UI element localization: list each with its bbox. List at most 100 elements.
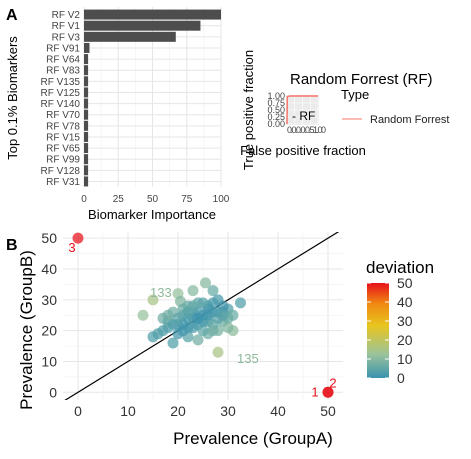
scatter-point-label: 3 [68,240,75,255]
scatter-point [217,309,229,321]
bar [84,165,89,176]
bar-category-label: RF V65 [46,144,80,155]
roc-legend-entry: Random Forrest [370,114,449,126]
bar [84,143,89,154]
scatter-x-tick-label: 20 [170,403,186,419]
roc-panel: Random Forrest (RF) Type Random Forrest … [240,50,449,170]
bar-x-tick-label: 0 [81,194,87,205]
roc-legend-title: Type [341,87,369,102]
bar-chart-x-ticks: 0 25 50 75 100 [81,194,230,205]
bar-chart-x-title: Biomarker Importance [88,207,216,222]
bar-category-label: RF V91 [46,43,80,54]
scatter-point [162,309,174,321]
scatter-x-title: Prevalence (GroupA) [173,429,333,448]
bar [84,176,89,187]
scatter-point [147,294,159,306]
scatter-point [207,297,219,309]
scatter-y-title: Prevalence (GroupB) [17,250,36,410]
scatter-point [212,346,224,358]
roc-x-title: False positive fraction [240,143,366,158]
colorbar-tick-label: 40 [397,294,413,310]
bar-chart-bars [84,9,221,187]
colorbar-tick-label: 30 [397,313,413,329]
bar-category-label: RF V140 [41,99,81,110]
scatter-y-tick-label: 0 [49,384,57,400]
bar [84,98,89,109]
roc-y-tick-label: 0.50 [267,105,285,115]
scatter-x-tick-label: 50 [320,403,336,419]
bar [84,131,89,142]
scatter-point [192,334,204,346]
scatter-y-ticks: 0 10 20 30 40 50 [41,230,57,400]
panel-label-b: B [6,237,18,254]
bar-category-label: RF V1 [52,21,81,32]
bar [84,65,89,76]
roc-y-tick-label: 0.75 [267,98,285,108]
scatter-point [72,232,84,244]
bar-category-label: RF V64 [46,55,80,66]
roc-y-tick-label: 1.00 [267,91,285,101]
colorbar-tick-label: 20 [397,332,413,348]
scatter-x-tick-label: 40 [270,403,286,419]
scatter-y-tick-label: 10 [41,353,57,369]
scatter-point [207,325,219,337]
bar [84,76,89,87]
scatter-annotations: 3 12 133 135 [68,240,336,399]
scatter-point [137,309,149,321]
colorbar-tick-label: 10 [397,351,413,367]
scatter-point-label: 1 [311,384,318,399]
scatter-point [192,312,204,324]
scatter-y-tick-label: 40 [41,261,57,277]
scatter-point-label: 133 [150,285,172,300]
scatter-point [177,325,189,337]
scatter-point [200,277,211,289]
bar-category-label: RF V70 [46,110,80,121]
scatter-point [157,325,169,337]
bar [84,109,89,120]
roc-y-ticks: 1.000.750.500.250.00 [267,91,285,129]
scatter-point [235,297,246,309]
bar-x-tick-label: 100 [213,194,230,205]
scatter-point [202,309,214,321]
scatter-point [227,309,239,321]
roc-y-title: True positive fraction [241,50,256,170]
scatter-x-tick-label: 0 [74,403,82,419]
bar-x-tick-label: 50 [147,194,159,205]
roc-x-tick-labels: 0.0.0.0.0.51.00 [287,125,326,135]
scatter-point [197,325,209,337]
roc-title: Random Forrest (RF) [290,71,433,88]
colorbar-tick-label: 0 [397,370,405,386]
scatter-y-tick-label: 30 [41,292,57,308]
scatter-point [187,285,199,297]
bar-x-tick-label: 25 [113,194,125,205]
scatter-point [167,337,179,349]
scatter-x-tick-label: 10 [120,403,136,419]
bar [84,9,221,20]
bar [84,20,201,31]
bar [84,154,89,165]
scatter-point [222,322,234,334]
bar-category-label: RF V125 [41,88,81,99]
bar-category-label: RF V3 [52,32,81,43]
panel-label-a: A [6,7,18,24]
bar [84,31,176,42]
bar-category-label: RF V15 [46,132,80,143]
colorbar-title: deviation [366,258,434,277]
bar-category-label: RF V83 [46,66,80,77]
bar [84,87,89,98]
scatter-y-tick-label: 50 [41,230,57,246]
scatter-x-ticks: 0 10 20 30 40 50 [74,403,336,419]
roc-y-tick-label: 0.25 [267,112,285,122]
roc-inline-label: - RF [292,109,315,123]
roc-curve [286,95,318,125]
scatter-x-tick-label: 30 [220,403,236,419]
bar [84,42,90,53]
colorbar-tick-label: 50 [397,275,413,291]
bar-category-label: RF V135 [41,77,81,88]
panel-b: 3 12 133 135 0 10 20 30 40 50 0 10 20 30 40 50 Preval… [17,230,434,448]
scatter-point-label: 2 [329,375,336,390]
scatter-points [72,232,334,398]
